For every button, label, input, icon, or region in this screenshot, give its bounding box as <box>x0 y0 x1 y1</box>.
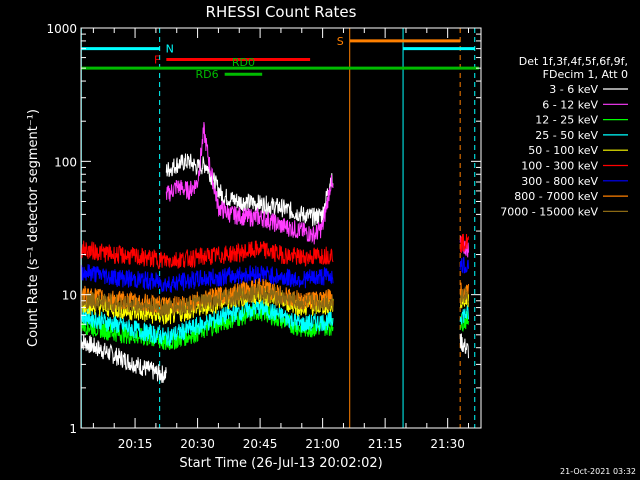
x-tick-label: 21:00 <box>305 437 340 451</box>
y-tick-label: 1000 <box>46 22 77 36</box>
flag-label: RD6 <box>196 68 219 81</box>
legend-entry-label: 12 - 25 keV <box>535 114 598 127</box>
flag-label: F <box>154 54 160 67</box>
legend-entry-label: 800 - 7000 keV <box>514 190 598 203</box>
series-line <box>80 240 334 270</box>
series-line <box>165 122 334 245</box>
flag-bars: N S F RD0 RD6 <box>81 35 479 81</box>
series-line <box>80 334 167 383</box>
series-line <box>459 233 469 253</box>
y-axis-label: Count Rate (s⁻¹ detector segment⁻¹) <box>26 109 41 347</box>
legend-entry-label: 25 - 50 keV <box>535 129 598 142</box>
series-line <box>459 305 469 325</box>
series-line <box>80 278 334 315</box>
x-tick-label: 20:15 <box>118 437 153 451</box>
series-line <box>80 299 334 347</box>
y-tick-label: 10 <box>62 289 77 303</box>
y-tick-label: 100 <box>54 155 77 169</box>
plot-area: N S F RD0 RD6 <box>80 28 479 428</box>
x-tick-label: 20:45 <box>243 437 278 451</box>
series-line <box>459 333 469 359</box>
chart-title: RHESSI Count Rates <box>206 3 357 21</box>
legend-entry-label: 50 - 100 keV <box>528 144 598 157</box>
x-tick-label: 21:15 <box>368 437 403 451</box>
x-axis-label: Start Time (26-Jul-13 20:02:02) <box>179 456 382 471</box>
legend: Det 1f,3f,4f,5f,6f,9f, FDecim 1, Att 0 3… <box>500 55 628 218</box>
series-line <box>459 256 469 274</box>
flag-label: RD0 <box>232 56 255 69</box>
x-axis-ticks: 20:15 20:30 20:45 21:00 21:15 21:30 <box>92 28 469 451</box>
footer-date: 21-Oct-2021 03:32 <box>560 467 636 476</box>
series-group <box>80 122 469 383</box>
series-line <box>165 153 334 227</box>
x-tick-label: 20:30 <box>180 437 215 451</box>
series-line <box>459 286 469 305</box>
legend-entry-label: 300 - 800 keV <box>521 175 598 188</box>
legend-header-line-1: Det 1f,3f,4f,5f,6f,9f, <box>519 55 628 68</box>
flag-label: N <box>166 43 174 56</box>
legend-entry-label: 6 - 12 keV <box>542 98 598 111</box>
legend-header-line-2: FDecim 1, Att 0 <box>543 68 628 81</box>
legend-entry-label: 7000 - 15000 keV <box>500 205 598 218</box>
legend-entry-label: 100 - 300 keV <box>521 160 598 173</box>
y-axis-ticks: 1 10 100 1000 <box>46 22 481 436</box>
series-line <box>80 262 334 293</box>
flag-label: S <box>337 35 344 48</box>
x-tick-label: 21:30 <box>430 437 465 451</box>
legend-entry-label: 3 - 6 keV <box>549 83 598 96</box>
series-line <box>80 283 334 318</box>
y-tick-label: 1 <box>69 422 77 436</box>
series-line <box>80 285 334 325</box>
